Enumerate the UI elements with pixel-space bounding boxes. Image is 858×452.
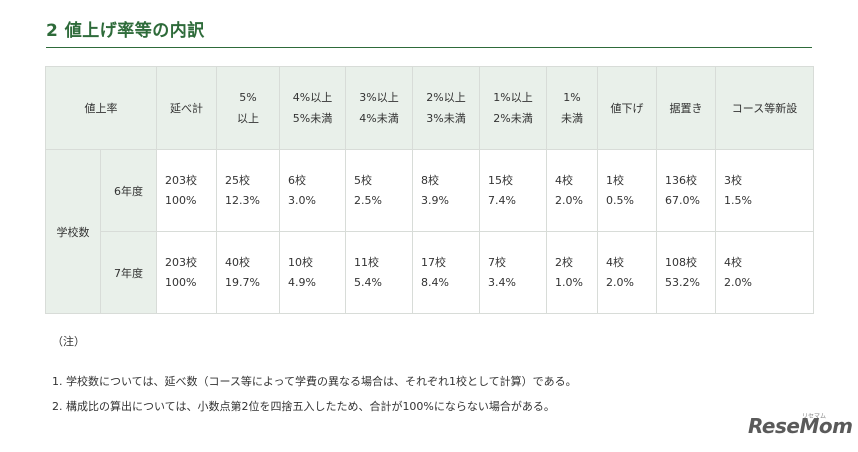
cell-count: 1校 [606, 173, 624, 187]
table-cell: 3校 1.5% [715, 149, 814, 232]
header-total: 延べ計 [156, 66, 217, 150]
table-cell: 4校 2.0% [715, 231, 814, 314]
cell-percent: 67.0% [665, 193, 700, 207]
cell-count: 17校 [421, 255, 446, 269]
cell-count: 10校 [288, 255, 313, 269]
cell-count: 15校 [488, 173, 513, 187]
note-item: 2. 構成比の算出については、小数点第2位を四捨五入したため、合計が100%にな… [52, 400, 555, 413]
table-cell: 8校 3.9% [412, 149, 480, 232]
cell-count: 3校 [724, 173, 742, 187]
breakdown-table: 値上率 延べ計 5% 以上 4%以上 5%未満 3%以上 4%未満 2%以上 3%未満 … [45, 66, 814, 314]
table-cell: 17校 8.4% [412, 231, 480, 314]
cell-count: 203校 [165, 255, 197, 269]
cell-percent: 8.4% [421, 275, 449, 289]
cell-count: 136校 [665, 173, 697, 187]
table-cell: 4校 2.0% [546, 149, 598, 232]
table-cell: 1校 0.5% [597, 149, 657, 232]
table-row: 7年度 203校 100% 40校 19.7% 10校 4.9% 11校 5.4% 17校 8.4%… [46, 231, 814, 314]
header-2-3: 2%以上 3%未満 [412, 66, 480, 150]
cell-count: 203校 [165, 173, 197, 187]
cell-percent: 3.4% [488, 275, 516, 289]
cell-percent: 0.5% [606, 193, 634, 207]
table-cell: 7校 3.4% [479, 231, 547, 314]
cell-count: 2校 [555, 255, 573, 269]
year-label: 6年度 [100, 149, 157, 232]
title-divider [46, 47, 812, 48]
resemom-logo: ReseMom [748, 414, 853, 438]
cell-percent: 12.3% [225, 193, 260, 207]
year-label: 7年度 [100, 231, 157, 314]
cell-count: 7校 [488, 255, 506, 269]
cell-percent: 3.0% [288, 193, 316, 207]
cell-count: 40校 [225, 255, 250, 269]
cell-percent: 4.9% [288, 275, 316, 289]
page-title: 2 値上げ率等の内訳 [46, 21, 205, 41]
table-cell: 203校 100% [156, 149, 217, 232]
cell-percent: 5.4% [354, 275, 382, 289]
notes-heading: （注） [52, 335, 85, 348]
header-1-2: 1%以上 2%未満 [479, 66, 547, 150]
cell-percent: 3.9% [421, 193, 449, 207]
cell-count: 8校 [421, 173, 439, 187]
cell-percent: 100% [165, 275, 197, 289]
cell-percent: 2.0% [724, 275, 752, 289]
header-decrease: 値下げ [597, 66, 657, 150]
header-unchanged: 据置き [656, 66, 716, 150]
cell-percent: 100% [165, 193, 197, 207]
table-cell: 6校 3.0% [279, 149, 346, 232]
table-cell: 5校 2.5% [345, 149, 413, 232]
group-label: 学校数 [45, 149, 101, 314]
cell-percent: 7.4% [488, 193, 516, 207]
cell-count: 6校 [288, 173, 306, 187]
table-cell: 11校 5.4% [345, 231, 413, 314]
cell-percent: 19.7% [225, 275, 260, 289]
header-under-1: 1% 未満 [546, 66, 598, 150]
table-row: 学校数 6年度 203校 100% 25校 12.3% 6校 3.0% 5校 2.5% 8校 3.9%… [45, 149, 814, 314]
header-4-5: 4%以上 5%未満 [279, 66, 346, 150]
header-new-course: コース等新設 [715, 66, 814, 150]
cell-percent: 1.0% [555, 275, 583, 289]
table-cell: 25校 12.3% [216, 149, 280, 232]
cell-percent: 2.0% [606, 275, 634, 289]
table-cell: 108校 53.2% [656, 231, 716, 314]
cell-percent: 2.5% [354, 193, 382, 207]
cell-count: 108校 [665, 255, 697, 269]
cell-count: 25校 [225, 173, 250, 187]
cell-count: 4校 [555, 173, 573, 187]
table-cell: 136校 67.0% [656, 149, 716, 232]
header-5-plus: 5% 以上 [216, 66, 280, 150]
cell-percent: 2.0% [555, 193, 583, 207]
header-rate: 値上率 [45, 66, 157, 150]
notes: （注） 1. 学校数については、延べ数（コース等によって学費の異なる場合は、それ… [52, 333, 577, 423]
resemom-logo-sub: リセマム [802, 413, 827, 420]
note-item: 1. 学校数については、延べ数（コース等によって学費の異なる場合は、それぞれ1校… [52, 375, 577, 388]
cell-count: 4校 [724, 255, 742, 269]
header-row: 値上率 延べ計 5% 以上 4%以上 5%未満 3%以上 4%未満 2%以上 3%未満 … [45, 66, 814, 150]
table-cell: 40校 19.7% [216, 231, 280, 314]
table-cell: 203校 100% [156, 231, 217, 314]
table-cell: 4校 2.0% [597, 231, 657, 314]
table-cell: 15校 7.4% [479, 149, 547, 232]
table-cell: 2校 1.0% [546, 231, 598, 314]
header-3-4: 3%以上 4%未満 [345, 66, 413, 150]
cell-percent: 53.2% [665, 275, 700, 289]
cell-count: 5校 [354, 173, 372, 187]
cell-count: 4校 [606, 255, 624, 269]
table-cell: 10校 4.9% [279, 231, 346, 314]
cell-percent: 1.5% [724, 193, 752, 207]
cell-count: 11校 [354, 255, 379, 269]
